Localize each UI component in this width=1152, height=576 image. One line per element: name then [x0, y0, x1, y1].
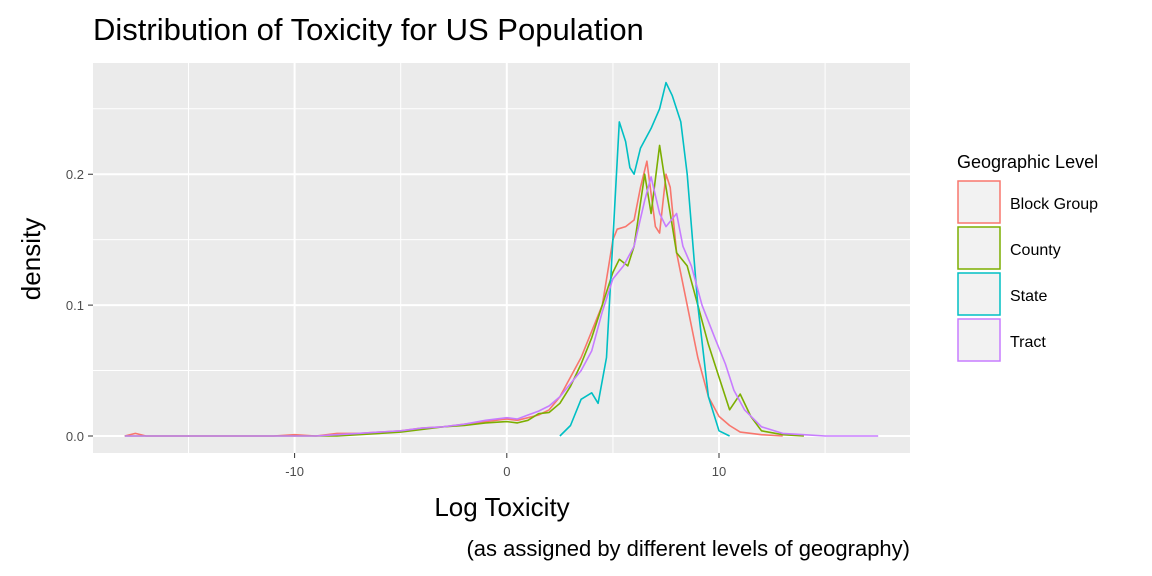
x-axis-title: Log Toxicity — [434, 492, 569, 522]
x-tick-label: -10 — [285, 464, 304, 479]
x-tick-label: 10 — [712, 464, 726, 479]
legend-key-county — [957, 226, 1001, 270]
y-axis-title: density — [16, 218, 46, 300]
x-tick-label: 0 — [503, 464, 510, 479]
density-line-state — [559, 81, 730, 437]
legend-key-block-group — [957, 180, 1001, 224]
density-lines — [124, 81, 879, 437]
chart-caption: (as assigned by different levels of geog… — [466, 536, 910, 561]
density-line-tract — [124, 176, 879, 437]
legend-key-state — [957, 272, 1001, 316]
panel-background — [93, 63, 910, 453]
y-tick-label: 0.0 — [66, 429, 84, 444]
axis-ticks: -10 0 10 0.0 0.1 0.2 — [66, 167, 726, 479]
legend-label-block-group: Block Group — [1010, 196, 1098, 213]
chart-title: Distribution of Toxicity for US Populati… — [93, 12, 644, 47]
legend-label-tract: Tract — [1010, 334, 1046, 351]
y-tick-label: 0.2 — [66, 167, 84, 182]
legend-key-tract — [957, 318, 1001, 362]
legend-label-county: County — [1010, 242, 1061, 259]
legend-title: Geographic Level — [957, 152, 1098, 172]
plot-panel — [93, 63, 910, 453]
legend: Geographic Level Block Group County State T… — [957, 152, 1098, 362]
y-tick-label: 0.1 — [66, 298, 84, 313]
legend-label-state: State — [1010, 288, 1047, 305]
